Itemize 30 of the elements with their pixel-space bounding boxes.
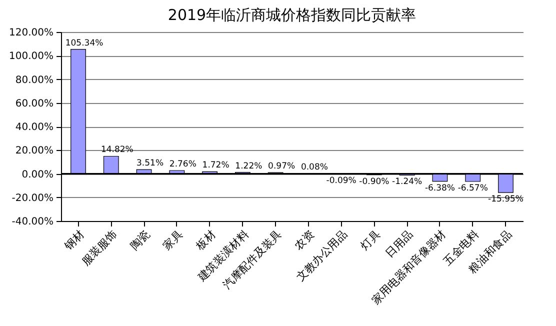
x-tick-label: 钢材 — [61, 228, 87, 254]
x-tick-label: 灯具 — [358, 228, 383, 253]
data-label: 2.76% — [169, 159, 196, 170]
y-tick-label: 80.00% — [15, 74, 54, 86]
data-label: 1.22% — [235, 161, 262, 172]
data-label: 14.82% — [100, 145, 134, 156]
data-label: -6.38% — [424, 183, 456, 194]
x-tick-label: 陶瓷 — [128, 228, 153, 253]
y-tick-label: 0.00% — [22, 169, 54, 180]
y-tick-label: 100.00% — [9, 51, 54, 62]
x-tick-label: 农资 — [292, 228, 317, 253]
y-tick-label: 20.00% — [15, 146, 54, 157]
data-label: -1.24% — [392, 177, 422, 188]
data-label: 1.72% — [202, 160, 230, 171]
data-label: -15.95% — [488, 194, 524, 205]
data-label: -6.57% — [458, 184, 488, 194]
data-label: 0.08% — [300, 162, 328, 173]
x-tick-label: 板材 — [192, 228, 218, 254]
y-tick-label: 60.00% — [15, 98, 54, 110]
y-tick-label: 40.00% — [15, 122, 54, 133]
data-label: -0.09% — [326, 176, 356, 186]
y-tick-label: -20.00% — [12, 192, 54, 204]
x-tick-label: 家具 — [160, 228, 186, 253]
y-tick-label: 120.00% — [9, 28, 54, 38]
data-label: 0.97% — [268, 162, 296, 172]
data-label: 3.51% — [136, 158, 164, 169]
chart-title: 2019年临沂商城价格指数同比贡献率 — [168, 6, 416, 24]
y-tick-label: -40.00% — [12, 216, 54, 228]
data-label: 105.34% — [65, 38, 104, 48]
data-label: -0.90% — [359, 176, 390, 187]
